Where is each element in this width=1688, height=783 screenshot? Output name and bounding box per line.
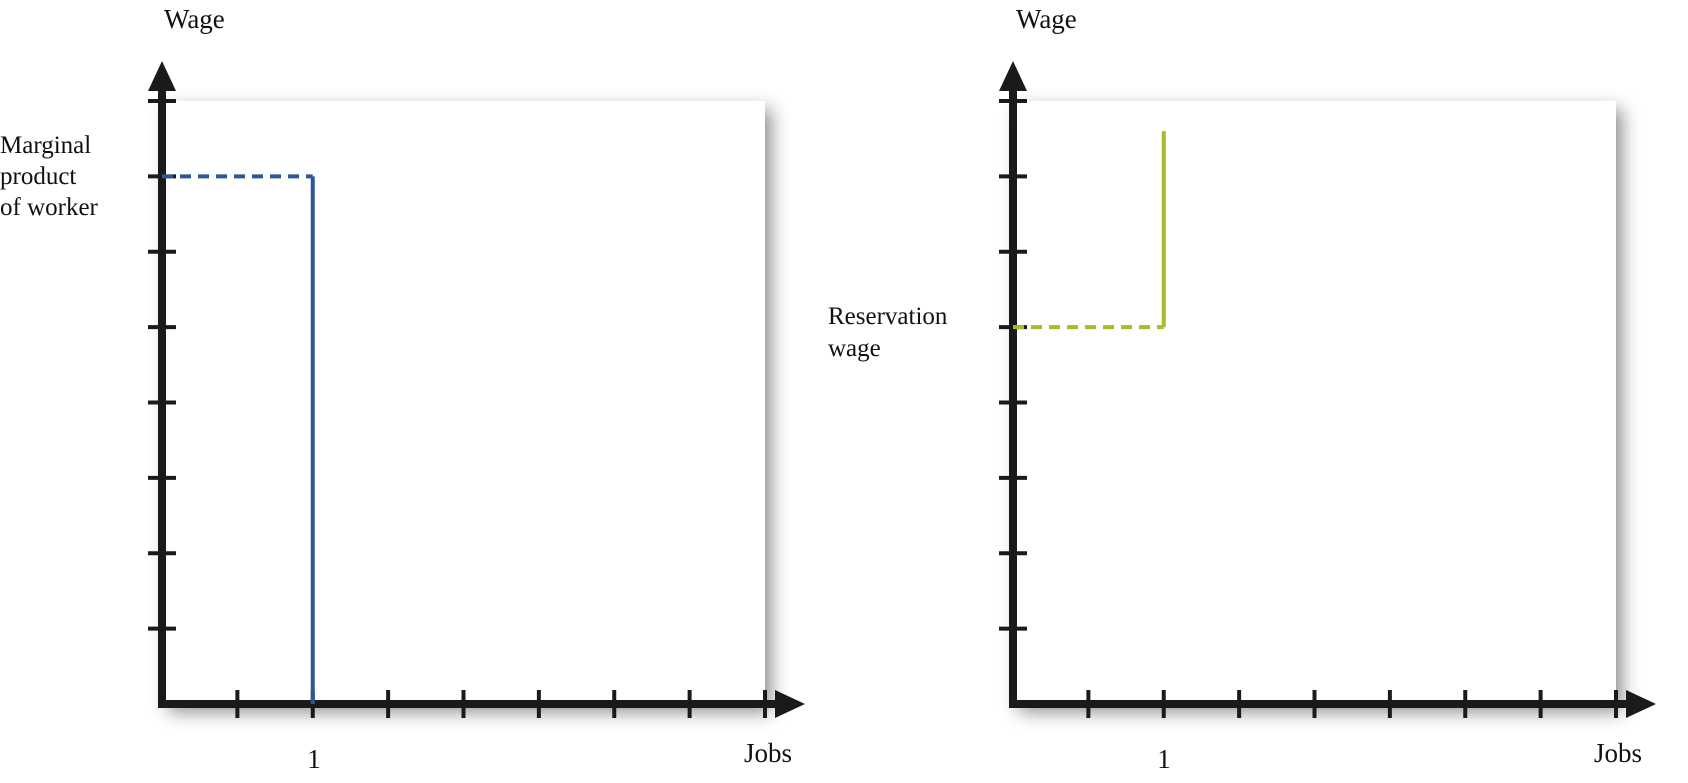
- right-chart-annotation-label: Reservation wage: [828, 303, 954, 362]
- right-chart: Wage Jobs 1 Reservation wage: [828, 4, 1656, 774]
- left-chart-plot-area: [162, 101, 765, 704]
- left-chart-x-axis-title: Jobs: [744, 738, 792, 768]
- left-chart: Wage Jobs 1 Marginal product of worker: [0, 4, 805, 774]
- annotation-line-2: wage: [828, 335, 881, 362]
- right-chart-x-axis-title: Jobs: [1594, 738, 1642, 768]
- right-chart-x-tick-label: 1: [1157, 744, 1171, 774]
- left-chart-x-tick-label: 1: [307, 744, 321, 774]
- left-chart-annotation-label: Marginal product of worker: [0, 132, 99, 221]
- right-chart-y-axis-title: Wage: [1016, 4, 1077, 34]
- right-chart-y-axis-arrow: [999, 61, 1027, 91]
- left-chart-y-axis-title: Wage: [164, 4, 225, 34]
- annotation-line-3: of worker: [0, 194, 99, 221]
- annotation-line-2: product: [0, 163, 76, 190]
- left-chart-x-axis-arrow: [775, 690, 805, 718]
- left-chart-y-axis-arrow: [148, 61, 176, 91]
- annotation-line-1: Reservation: [828, 303, 948, 330]
- right-chart-plot-area: [1013, 101, 1616, 704]
- annotation-line-1: Marginal: [0, 132, 91, 159]
- right-chart-x-axis-arrow: [1626, 690, 1656, 718]
